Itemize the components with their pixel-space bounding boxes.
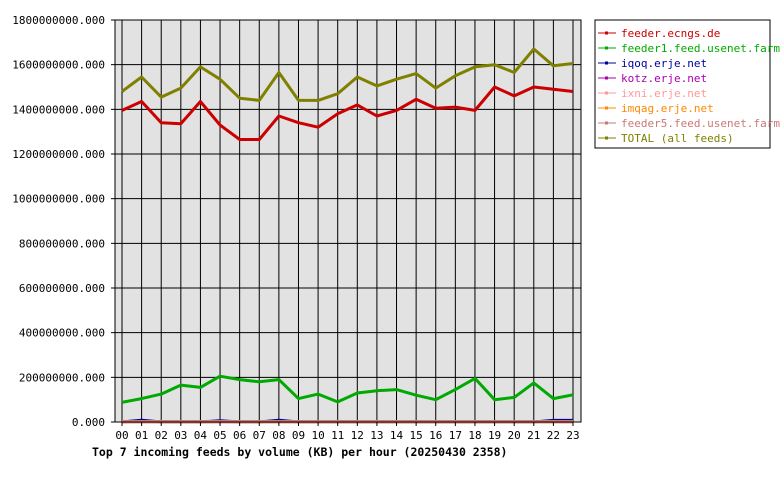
- legend-label: feeder.ecngs.de: [621, 27, 720, 40]
- x-tick-label: 14: [390, 429, 404, 442]
- series-line-0: [121, 85, 574, 141]
- x-tick-label: 20: [508, 429, 521, 442]
- y-tick-label: 600000000.000: [19, 282, 105, 295]
- x-tick-label: 21: [527, 429, 540, 442]
- chart-title: Top 7 incoming feeds by volume (KB) per …: [92, 445, 507, 459]
- legend-box: [594, 19, 771, 149]
- x-tick-label: 22: [547, 429, 560, 442]
- legend-label: iqoq.erje.net: [621, 57, 707, 70]
- legend-marker: [605, 136, 608, 140]
- x-tick-label: 16: [429, 429, 442, 442]
- legend-marker: [605, 76, 608, 80]
- y-tick-label: 800000000.000: [19, 237, 105, 250]
- x-tick-label: 08: [272, 429, 285, 442]
- x-tick-label: 05: [213, 429, 226, 442]
- legend-marker: [605, 106, 608, 110]
- legend: feeder.ecngs.de feeder1.feed.usenet.farm i…: [594, 19, 780, 149]
- x-tick-label: 06: [233, 429, 246, 442]
- x-tick-label: 09: [292, 429, 305, 442]
- legend-label: kotz.erje.net: [621, 72, 707, 85]
- x-tick-label: 10: [311, 429, 324, 442]
- x-tick-label: 18: [468, 429, 481, 442]
- x-tick-label: 17: [449, 429, 462, 442]
- y-tick-label: 0.000: [72, 416, 105, 429]
- x-tick-label: 01: [135, 429, 148, 442]
- legend-marker: [605, 31, 608, 35]
- y-tick-label: 1400000000.000: [12, 103, 105, 116]
- x-tick-label: 04: [194, 429, 208, 442]
- y-tick-label: 1800000000.000: [12, 14, 105, 27]
- x-tick-label: 11: [331, 429, 344, 442]
- y-tick-label: 1000000000.000: [12, 193, 105, 206]
- plot-border: [114, 19, 582, 423]
- y-tick-label: 1200000000.000: [12, 148, 105, 161]
- x-tick-label: 15: [410, 429, 423, 442]
- y-tick-label: 1600000000.000: [12, 59, 105, 72]
- x-tick-label: 00: [115, 429, 128, 442]
- series-line-7: [121, 47, 574, 102]
- x-tick-label: 23: [566, 429, 579, 442]
- legend-marker: [605, 91, 608, 95]
- y-tick-label: 200000000.000: [19, 371, 105, 384]
- y-axis: 0.000 200000000.000 400000000.000 600000000…: [12, 14, 115, 429]
- legend-label: ixni.erje.net: [621, 87, 707, 100]
- series-line-1: [121, 374, 574, 404]
- x-tick-label: 19: [488, 429, 501, 442]
- legend-marker: [605, 61, 608, 65]
- legend-label: imqag.erje.net: [621, 102, 714, 115]
- x-tick-label: 02: [155, 429, 168, 442]
- legend-label: TOTAL (all feeds): [621, 132, 734, 145]
- x-tick-label: 07: [253, 429, 266, 442]
- plot-background: [115, 20, 581, 422]
- x-tick-label: 13: [370, 429, 383, 442]
- x-axis: 00 01 02 03 04 05 06 07 08 09 10 11 12 13 14 15 16 17 18 19…: [115, 422, 580, 442]
- legend-label: feeder1.feed.usenet.farm: [621, 42, 780, 55]
- legend-label: feeder5.feed.usenet.farm: [621, 117, 780, 130]
- legend-marker: [605, 121, 608, 125]
- y-tick-label: 400000000.000: [19, 327, 105, 340]
- x-tick-label: 12: [351, 429, 364, 442]
- x-tick-label: 03: [174, 429, 187, 442]
- legend-marker: [605, 46, 608, 50]
